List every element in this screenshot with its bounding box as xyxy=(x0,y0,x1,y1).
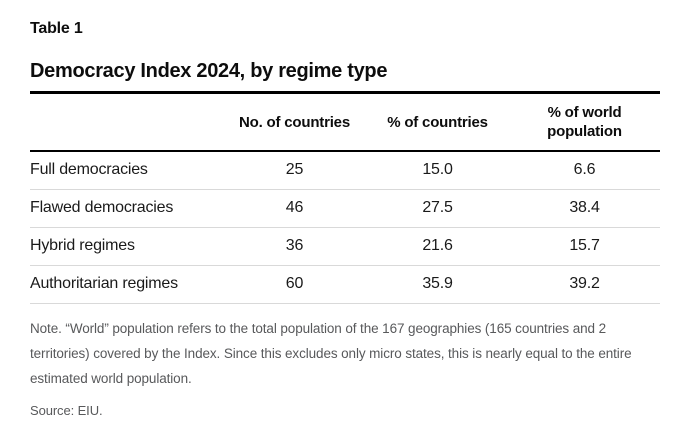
cell-pct-countries: 15.0 xyxy=(366,151,509,190)
title-divider xyxy=(30,91,660,94)
table-figure: Table 1 Democracy Index 2024, by regime … xyxy=(30,0,660,418)
cell-pct-world-population: 6.6 xyxy=(509,151,660,190)
cell-no-countries: 25 xyxy=(223,151,366,190)
table-row-full-democracies: Full democracies 25 15.0 6.6 xyxy=(30,151,660,190)
column-header-pct-countries: % of countries xyxy=(366,94,509,152)
cell-pct-countries: 27.5 xyxy=(366,189,509,228)
cell-regime: Flawed democracies xyxy=(30,189,223,228)
cell-no-countries: 36 xyxy=(223,227,366,266)
header-row: No. of countries % of countries % of wor… xyxy=(30,94,660,152)
cell-pct-world-population: 38.4 xyxy=(509,189,660,228)
table-source: Source: EIU. xyxy=(30,402,103,418)
cell-no-countries: 46 xyxy=(223,189,366,228)
column-header-regime xyxy=(30,94,223,152)
democracy-index-table: No. of countries % of countries % of wor… xyxy=(30,94,660,304)
cell-pct-world-population: 39.2 xyxy=(509,265,660,304)
column-header-pct-world-population: % of world population xyxy=(509,94,660,152)
cell-pct-world-population: 15.7 xyxy=(509,227,660,266)
cell-pct-countries: 35.9 xyxy=(366,265,509,304)
cell-regime: Hybrid regimes xyxy=(30,227,223,266)
table-row-flawed-democracies: Flawed democracies 46 27.5 38.4 xyxy=(30,189,660,228)
table-row-hybrid-regimes: Hybrid regimes 36 21.6 15.7 xyxy=(30,227,660,266)
cell-pct-countries: 21.6 xyxy=(366,227,509,266)
cell-regime: Authoritarian regimes xyxy=(30,265,223,304)
column-header-no-countries: No. of countries xyxy=(223,94,366,152)
table-label: Table 1 xyxy=(30,20,83,37)
cell-regime: Full democracies xyxy=(30,151,223,190)
cell-no-countries: 60 xyxy=(223,265,366,304)
table-note: Note. “World” population refers to the t… xyxy=(30,320,632,386)
table-title: Democracy Index 2024, by regime type xyxy=(30,60,388,82)
table-row-authoritarian-regimes: Authoritarian regimes 60 35.9 39.2 xyxy=(30,265,660,304)
